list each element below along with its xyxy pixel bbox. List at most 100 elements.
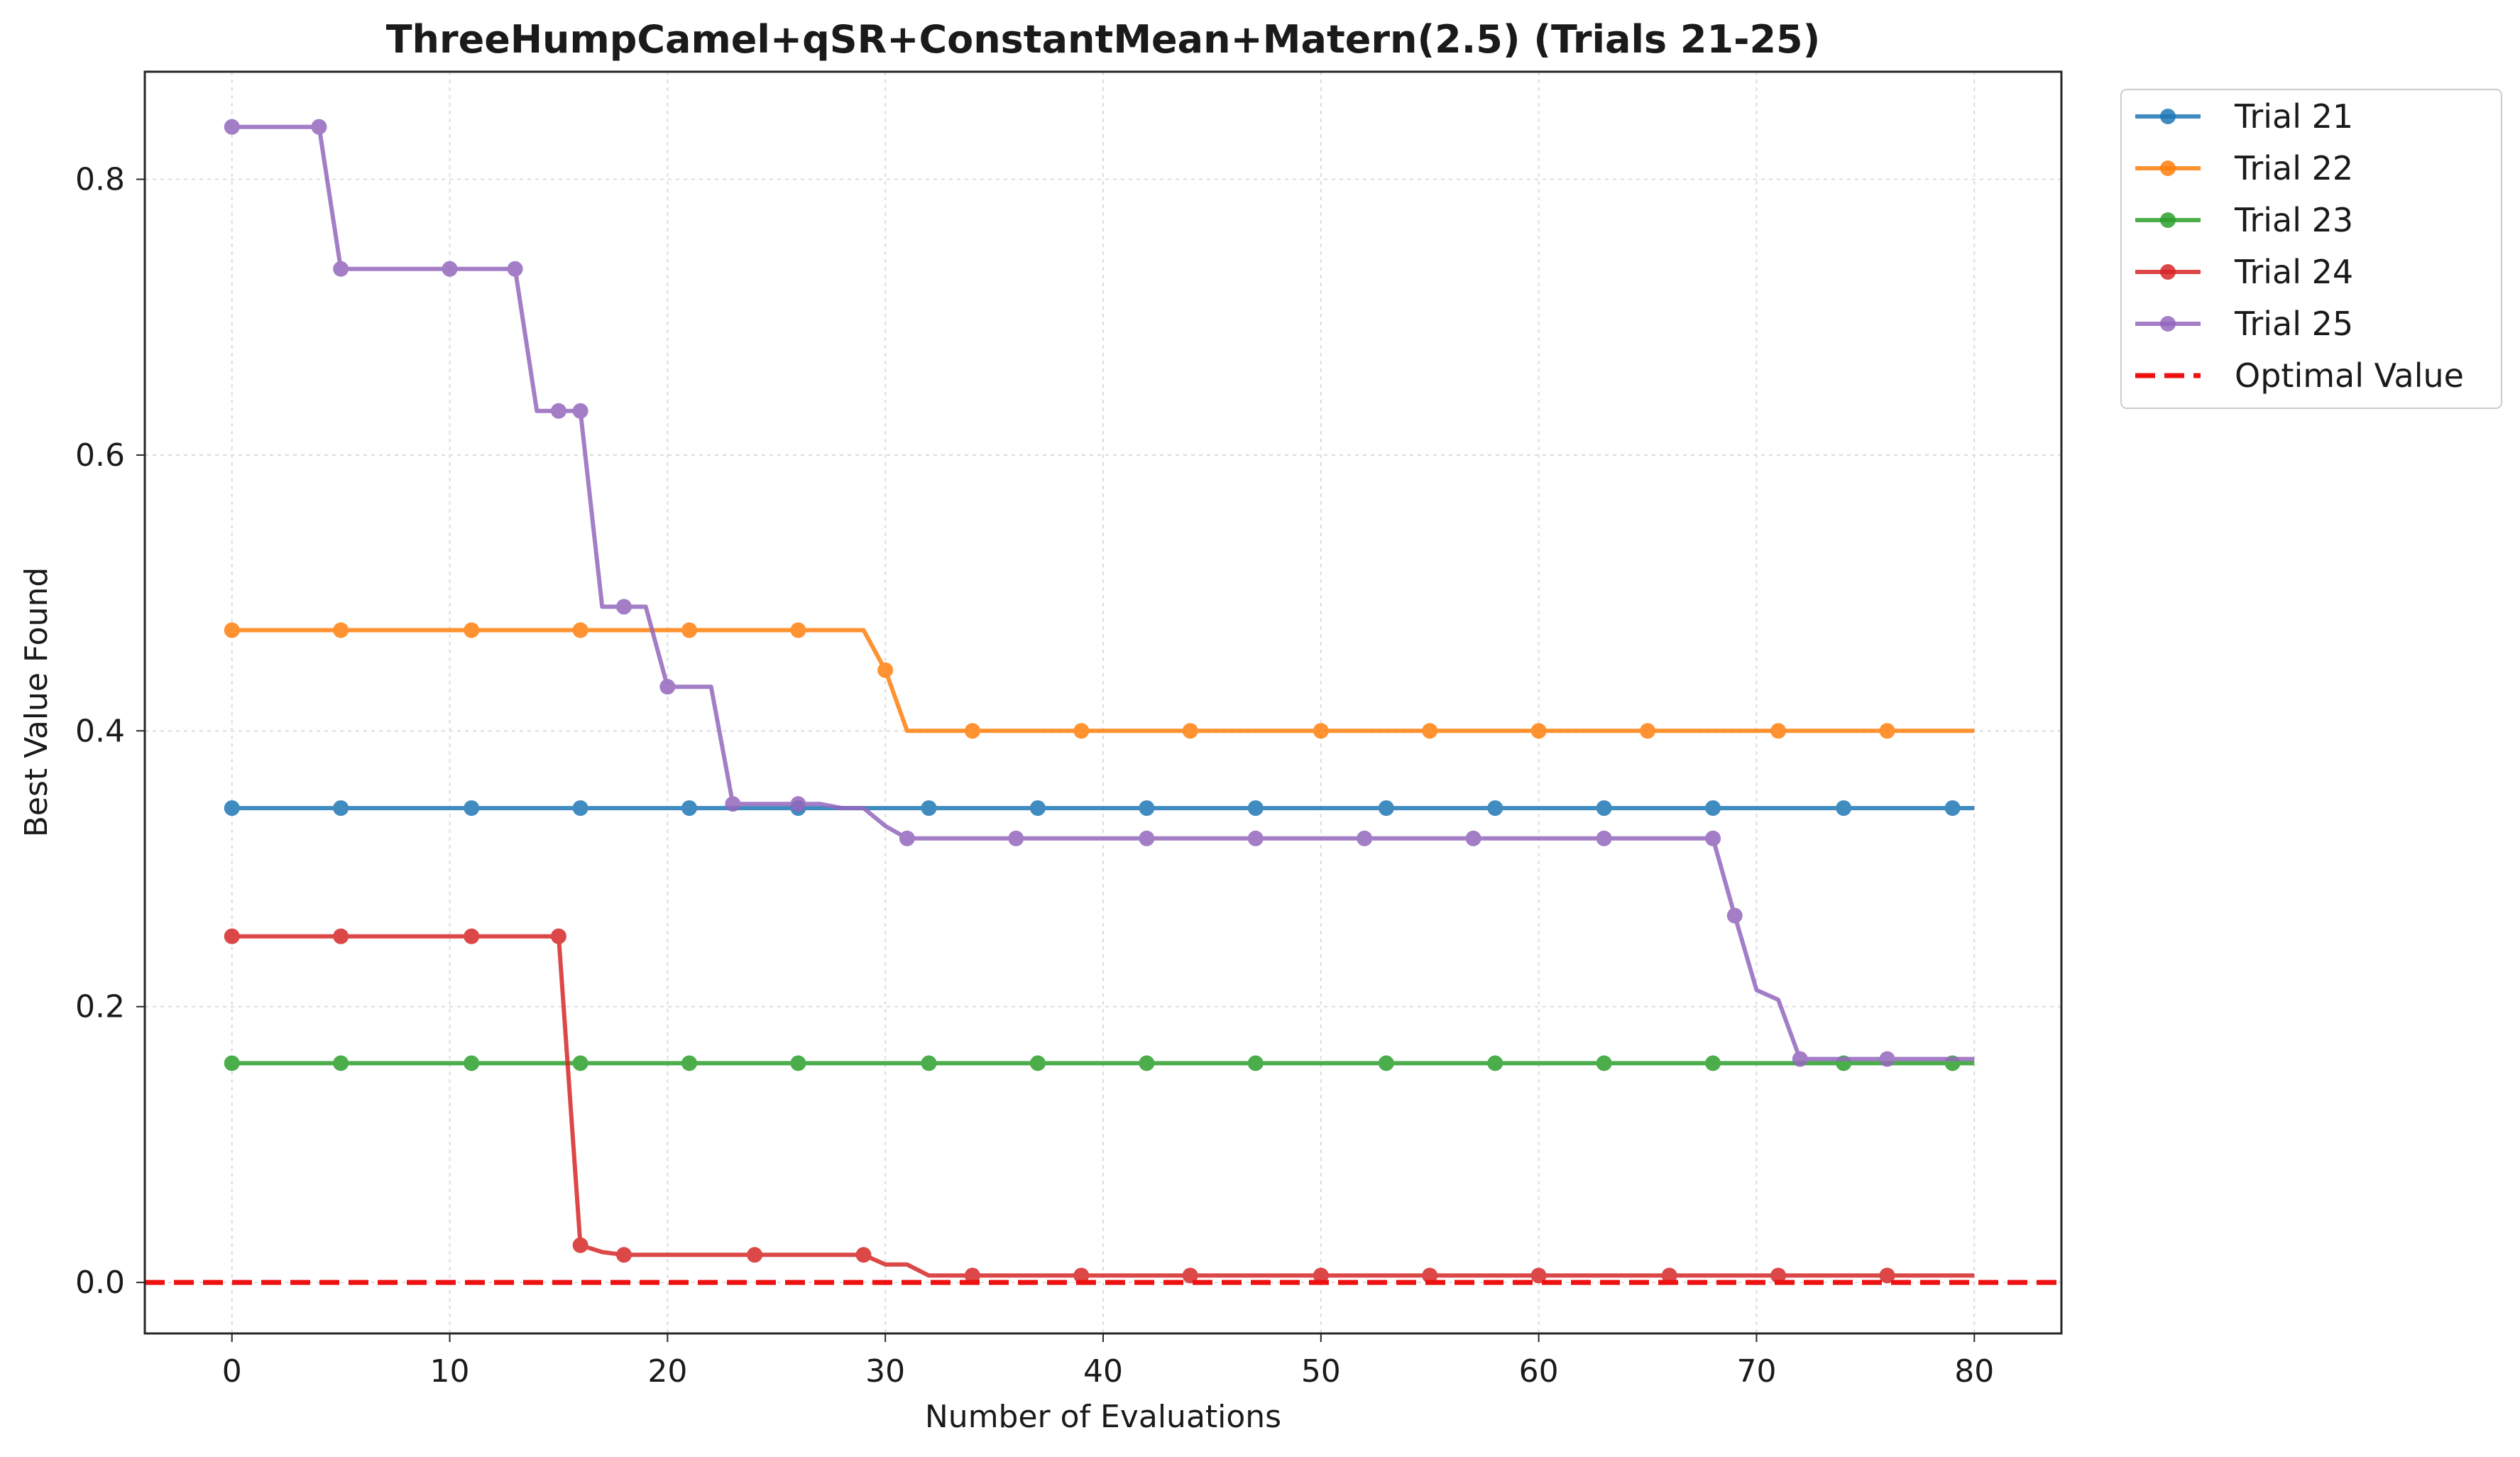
legend-box xyxy=(2120,89,2502,409)
data-point xyxy=(1247,830,1264,846)
x-tick-label: 0 xyxy=(222,1353,242,1390)
series-5 xyxy=(224,119,1975,1067)
y-axis-ticks: 0.0 0.2 0.4 0.6 0.8 xyxy=(75,161,145,1301)
series-line xyxy=(231,124,1975,1062)
y-tick-label: 0.4 xyxy=(75,713,125,749)
data-point xyxy=(899,830,915,846)
data-point xyxy=(1073,723,1090,739)
data-point xyxy=(790,1055,806,1071)
legend-swatch-marker xyxy=(2160,109,2176,124)
data-point xyxy=(659,679,676,695)
data-point xyxy=(1879,723,1895,739)
data-point xyxy=(1378,800,1394,817)
x-tick-label: 70 xyxy=(1736,1353,1776,1390)
data-point xyxy=(1705,800,1721,817)
data-point xyxy=(572,622,588,638)
data-point xyxy=(1770,1267,1787,1284)
data-point xyxy=(681,800,698,817)
data-point xyxy=(681,1055,698,1071)
data-point xyxy=(1182,1267,1198,1284)
x-tick-label: 80 xyxy=(1954,1353,1994,1390)
data-point xyxy=(572,1237,588,1253)
data-point xyxy=(1836,800,1852,817)
data-point xyxy=(333,622,349,638)
data-point xyxy=(1487,800,1503,817)
data-point xyxy=(1139,1055,1155,1071)
data-point xyxy=(1139,830,1155,846)
data-point xyxy=(1487,1055,1503,1071)
data-point xyxy=(464,800,480,817)
data-point xyxy=(1313,1267,1329,1284)
data-point xyxy=(224,622,240,638)
y-tick-label: 0.6 xyxy=(75,437,125,474)
data-point xyxy=(790,796,806,812)
data-point xyxy=(1073,1267,1090,1284)
legend-entry: Trial 24 xyxy=(2135,253,2353,291)
series-layer xyxy=(224,119,1975,1284)
data-point xyxy=(1182,723,1198,739)
data-point xyxy=(1247,800,1264,817)
x-tick-label: 50 xyxy=(1301,1353,1341,1390)
legend-swatch-marker xyxy=(2160,212,2176,228)
legend-label: Trial 23 xyxy=(2234,201,2353,239)
legend-label: Trial 21 xyxy=(2234,97,2353,136)
data-point xyxy=(224,928,240,944)
data-point xyxy=(964,1267,980,1284)
data-point xyxy=(1705,1055,1721,1071)
series-4 xyxy=(224,928,1975,1284)
data-point xyxy=(572,800,588,817)
x-tick-label: 10 xyxy=(430,1353,470,1390)
data-point xyxy=(1313,723,1329,739)
legend-swatch-marker xyxy=(2160,160,2176,176)
data-point xyxy=(572,403,588,419)
data-point xyxy=(921,1055,937,1071)
y-tick-label: 0.0 xyxy=(75,1265,125,1301)
data-point xyxy=(1705,830,1721,846)
data-point xyxy=(1770,723,1787,739)
data-point xyxy=(1139,800,1155,817)
data-point xyxy=(333,800,349,817)
data-point xyxy=(464,928,480,944)
data-point xyxy=(311,119,327,135)
data-point xyxy=(747,1247,763,1263)
y-tick-label: 0.8 xyxy=(75,161,125,197)
data-point xyxy=(224,800,240,817)
data-point xyxy=(1596,800,1612,817)
series-line xyxy=(231,934,1975,1278)
data-point xyxy=(572,1055,588,1071)
data-point xyxy=(333,928,349,944)
legend-entry: Trial 25 xyxy=(2135,305,2353,343)
data-point xyxy=(616,1247,632,1263)
data-point xyxy=(1422,1267,1438,1284)
data-point xyxy=(464,1055,480,1071)
data-point xyxy=(333,261,349,277)
legend-label: Trial 22 xyxy=(2234,149,2353,187)
data-point xyxy=(1378,1055,1394,1071)
data-point xyxy=(964,723,980,739)
data-point xyxy=(442,261,458,277)
x-tick-label: 30 xyxy=(865,1353,905,1390)
legend-entry: Optimal Value xyxy=(2135,356,2464,395)
data-point xyxy=(1530,723,1547,739)
data-point xyxy=(725,796,741,812)
legend: Trial 21 Trial 22 Trial 23 Trial 24 Trial 25… xyxy=(2120,89,2502,409)
data-point xyxy=(550,928,566,944)
data-point xyxy=(1879,1051,1895,1067)
legend-entry: Trial 22 xyxy=(2135,149,2353,187)
data-point xyxy=(1640,723,1656,739)
data-point xyxy=(681,622,698,638)
data-point xyxy=(1465,830,1481,846)
data-point xyxy=(1422,723,1438,739)
legend-entry: Trial 23 xyxy=(2135,201,2353,239)
x-tick-label: 40 xyxy=(1083,1353,1123,1390)
x-tick-label: 60 xyxy=(1519,1353,1559,1390)
data-point xyxy=(877,662,894,678)
x-axis-ticks: 0 10 20 30 40 50 60 70 80 xyxy=(222,1333,1994,1390)
data-point xyxy=(1596,1055,1612,1071)
data-point xyxy=(616,599,632,615)
y-axis-label: Best Value Found xyxy=(18,567,55,838)
legend-swatch-marker xyxy=(2160,264,2176,280)
data-point xyxy=(1792,1051,1808,1067)
